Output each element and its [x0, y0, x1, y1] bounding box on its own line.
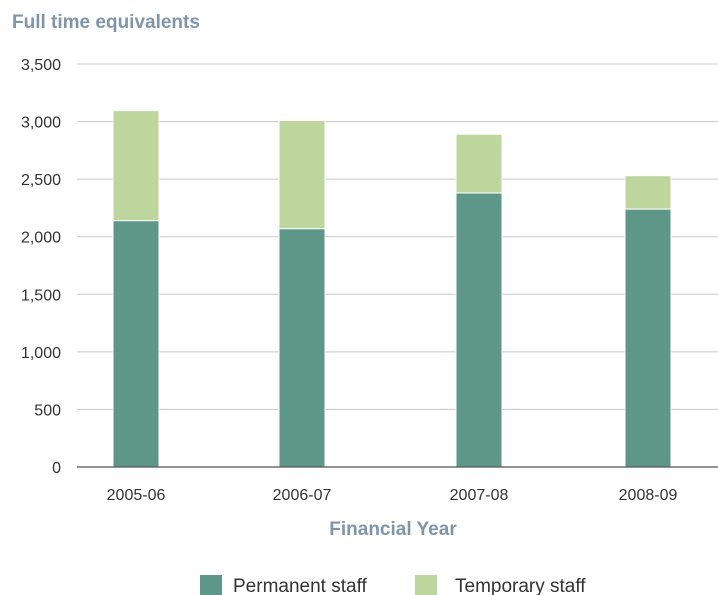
- y-tick-label: 1,500: [21, 287, 61, 304]
- bar-segment-temporary-2006-07: [278, 119, 326, 230]
- bar-segment-temporary-2007-08: [455, 133, 503, 194]
- y-tick-label: 1,000: [21, 345, 61, 362]
- x-tick-label: 2005-06: [107, 487, 166, 504]
- bars: [112, 110, 672, 468]
- x-tick-label: 2007-08: [450, 487, 509, 504]
- y-tick-label: 2,000: [21, 230, 61, 247]
- y-axis-ticks: 0 500 1,000 1,500 2,000 2,500 3,000 3,500: [21, 57, 61, 477]
- x-tick-label: 2006-07: [273, 487, 332, 504]
- legend-label-temporary: Temporary staff: [455, 576, 586, 595]
- bar-segment-permanent-2006-07: [278, 228, 326, 468]
- x-tick-label: 2008-09: [619, 487, 678, 504]
- y-tick-label: 3,500: [21, 57, 61, 74]
- x-axis-ticks: 2005-06 2006-07 2007-08 2008-09: [107, 487, 678, 504]
- bar-segment-permanent-2008-09: [624, 208, 672, 468]
- legend-swatch-permanent: [200, 575, 222, 595]
- legend-swatch-temporary: [415, 575, 437, 595]
- bar-segment-permanent-2005-06: [112, 220, 160, 468]
- bar-segment-permanent-2007-08: [455, 192, 503, 468]
- y-tick-label: 500: [34, 402, 61, 419]
- y-tick-label: 0: [52, 460, 61, 477]
- y-tick-label: 2,500: [21, 172, 61, 189]
- bar-segment-temporary-2005-06: [112, 110, 160, 222]
- gridlines: [77, 63, 718, 410]
- y-tick-label: 3,000: [21, 115, 61, 132]
- legend: Permanent staff Temporary staff: [200, 575, 586, 595]
- legend-label-permanent: Permanent staff: [233, 576, 368, 595]
- chart-title: Full time equivalents: [12, 12, 200, 33]
- x-axis-label: Financial Year: [329, 519, 457, 540]
- bar-segment-temporary-2008-09: [624, 175, 672, 210]
